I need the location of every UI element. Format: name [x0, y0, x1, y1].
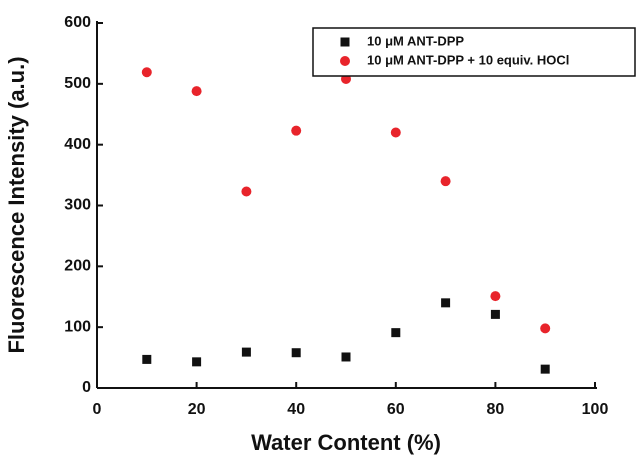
y-tick-label: 400: [64, 136, 91, 153]
y-tick-label: 600: [64, 14, 91, 31]
point: [291, 348, 301, 358]
point: [540, 323, 551, 334]
y-axis-label: Fluorescence Intensity (a.u.): [4, 56, 29, 353]
legend-label: 10 μM ANT-DPP: [367, 33, 464, 48]
point: [490, 309, 500, 319]
point: [241, 347, 251, 357]
point: [391, 328, 401, 338]
point: [241, 186, 252, 197]
point: [191, 86, 202, 97]
x-tick-label: 40: [287, 401, 305, 418]
x-tick-label: 0: [93, 401, 102, 418]
point: [142, 354, 152, 364]
point: [341, 352, 351, 362]
y-tick-label: 200: [64, 258, 91, 275]
x-tick-label: 60: [387, 401, 405, 418]
legend-label: 10 μM ANT-DPP + 10 equiv. HOCl: [367, 52, 569, 67]
legend-marker: [340, 37, 350, 47]
y-tick-label: 100: [64, 318, 91, 335]
x-tick-label: 80: [487, 401, 505, 418]
point: [490, 291, 501, 302]
point: [540, 364, 550, 374]
point: [192, 357, 202, 367]
point: [441, 298, 451, 308]
point: [141, 67, 152, 78]
point: [440, 176, 451, 187]
y-tick-label: 300: [64, 197, 91, 214]
legend-marker: [340, 56, 350, 66]
x-tick-label: 100: [582, 401, 609, 418]
legend-box: [312, 27, 636, 77]
point: [390, 127, 401, 138]
y-tick-label: 500: [64, 75, 91, 92]
y-tick-label: 0: [82, 379, 91, 396]
point: [291, 125, 302, 136]
x-axis-label: Water Content (%): [251, 430, 441, 455]
x-tick-label: 20: [188, 401, 206, 418]
